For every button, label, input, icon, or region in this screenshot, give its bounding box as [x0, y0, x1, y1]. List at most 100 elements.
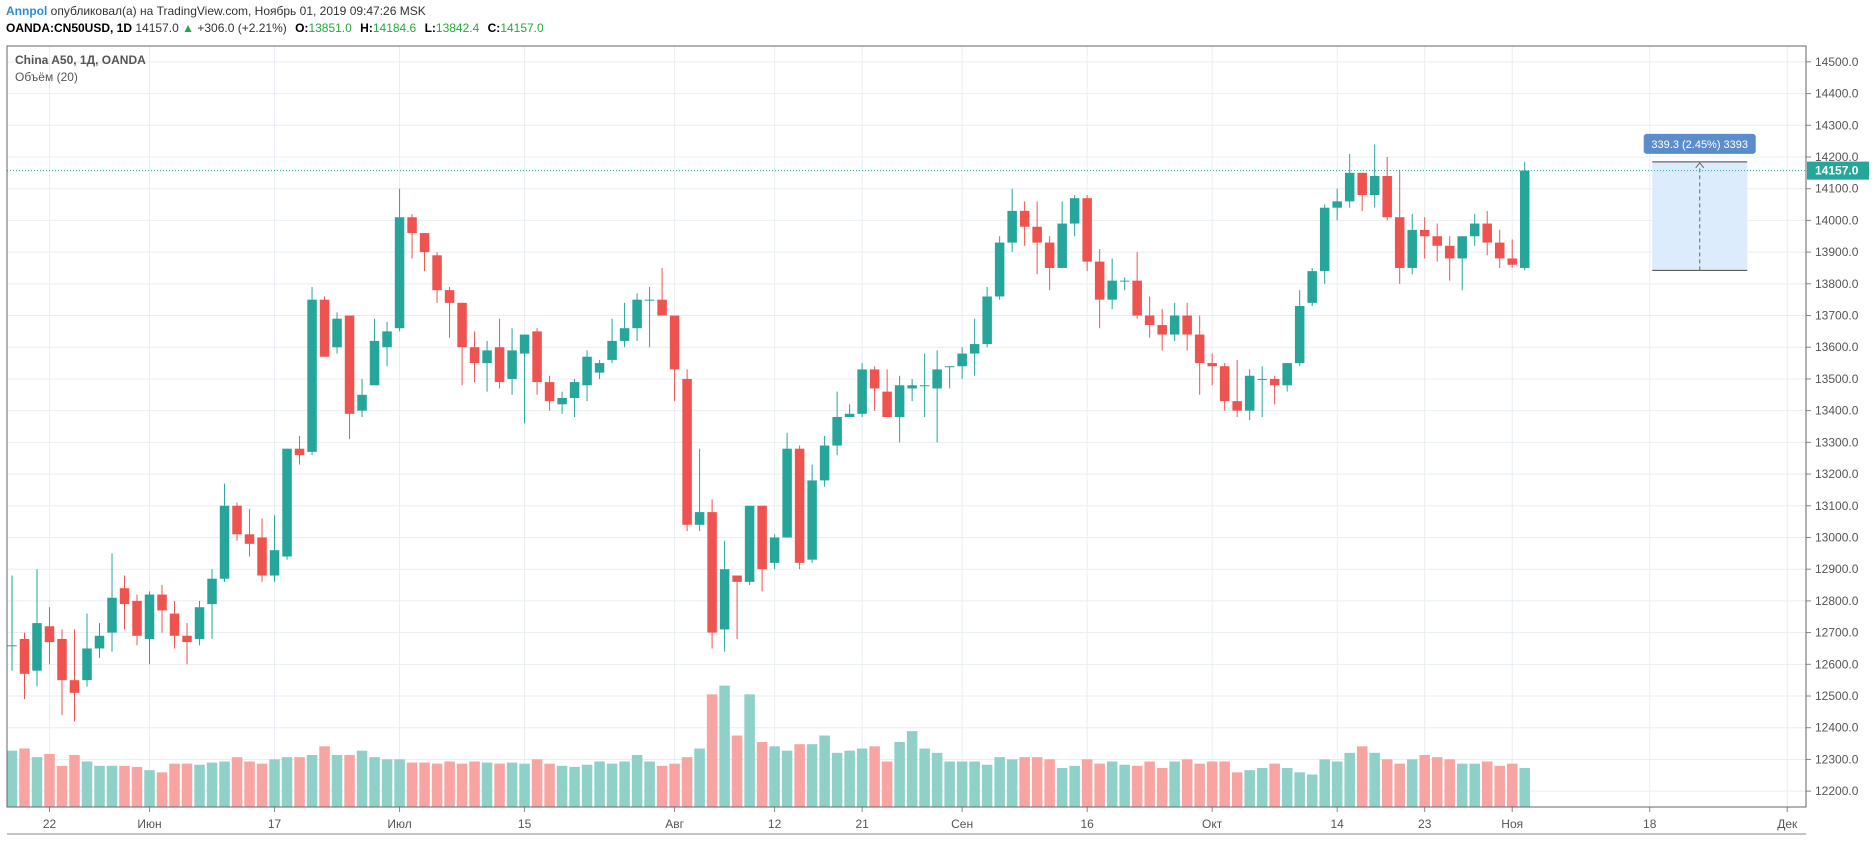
candle-body [94, 635, 105, 649]
volume-bar [869, 746, 880, 807]
volume-bar [1481, 761, 1493, 807]
candle-body [1457, 236, 1467, 259]
price-tick-label: 12500.0 [1815, 689, 1859, 703]
volume-bar [44, 753, 55, 807]
volume-bar [769, 746, 780, 807]
volume-bar [919, 748, 930, 807]
volume-bar [606, 763, 618, 807]
price-tick-label: 14500.0 [1815, 55, 1859, 69]
candle-body [782, 448, 792, 538]
volume-bar [581, 764, 593, 807]
volume-bar [669, 763, 680, 807]
candle-body [1244, 375, 1255, 411]
candle-body [944, 366, 955, 368]
price-tick-label: 13200.0 [1815, 467, 1859, 481]
candle-body [1419, 229, 1430, 237]
volume-bar [1444, 759, 1455, 807]
candle-body [532, 331, 542, 383]
candle-body [244, 534, 255, 544]
volume-bar [344, 755, 355, 807]
candle-body [107, 597, 117, 633]
candle-body [1157, 325, 1167, 335]
volume-bar [1094, 763, 1105, 807]
price-marker-label: 14157.0 [1815, 164, 1859, 178]
time-tick-label: Июл [387, 817, 411, 831]
time-tick-label: Авг [665, 817, 684, 831]
volume-bar [856, 748, 868, 807]
candle-body [219, 505, 230, 579]
candle-body [494, 347, 505, 383]
candle-body [319, 299, 330, 357]
candle-body [1319, 207, 1330, 272]
candle-body [419, 233, 430, 253]
candle-body [1444, 245, 1455, 259]
volume-bar [281, 757, 293, 807]
volume-bar [1006, 759, 1018, 807]
plot-border [6, 45, 1807, 808]
candle-body [1182, 315, 1192, 335]
author-name[interactable]: Annpol [6, 4, 48, 18]
candle-body [357, 394, 367, 411]
volume-bar [1456, 763, 1468, 807]
candle-body [69, 680, 80, 693]
candle-body [919, 385, 930, 387]
volume-bar [1406, 759, 1418, 807]
volume-bar [244, 761, 255, 807]
measure-arrow-head [1695, 162, 1705, 169]
candle-body [732, 575, 742, 582]
volume-bar [831, 752, 843, 807]
candle-body [607, 340, 617, 360]
volume-bar [19, 748, 30, 807]
price-tick-label: 12700.0 [1815, 626, 1859, 640]
time-tick-label: 21 [855, 817, 869, 831]
time-axis[interactable]: 22 Июн 17 Июл 15 Авг 12 21 Сен 16 Окт 14 23 Ноя 18 Дек [43, 807, 1798, 831]
volume-bars [6, 685, 1530, 807]
volume-bar [256, 763, 268, 807]
chart-header: Annpol опубликовал(а) на TradingView.com… [6, 0, 1866, 40]
candle-body [1294, 306, 1305, 364]
candle-body [332, 318, 342, 348]
candle-body [1494, 242, 1505, 259]
volume-bar [1269, 763, 1280, 807]
candle-body [369, 340, 380, 386]
volume-bar [206, 762, 218, 807]
candle-body [657, 299, 667, 316]
ohlc-info: OANDA:CN50USD, 1D 14157.0 ▲ +306.0 (+2.2… [6, 21, 544, 35]
legend-title: China A50, 1Д, OANDA [15, 53, 146, 67]
volume-bar [619, 761, 630, 807]
open-value: 13851.0 [308, 21, 352, 35]
candle-body [794, 448, 805, 563]
candle-body [232, 505, 242, 535]
candle-body [1344, 172, 1355, 202]
volume-bar [419, 762, 430, 807]
candle-body [957, 353, 967, 367]
price-range-measure[interactable]: 339.3 (2.45%) 3393 [1643, 133, 1756, 271]
candle-body [1007, 210, 1017, 243]
volume-bar [294, 757, 305, 807]
volume-bar [106, 765, 118, 807]
price-axis[interactable]: 12200.0 12300.0 12400.0 12500.0 12600.0 12700… [1806, 55, 1869, 798]
volume-bar [594, 761, 605, 807]
candle-body [194, 607, 205, 639]
candle-body [19, 638, 30, 674]
volume-bar [1356, 746, 1368, 807]
candle-body [57, 638, 67, 681]
volume-bar [819, 735, 830, 807]
volume-bar [1394, 763, 1405, 807]
candle-body [482, 350, 492, 364]
time-tick-label: Окт [1202, 817, 1223, 831]
high-label: H: [360, 21, 373, 35]
volume-bar [481, 762, 493, 807]
volume-bar [731, 735, 743, 807]
candle-body [1144, 315, 1155, 326]
candle-body [557, 397, 567, 405]
candle-body [1107, 280, 1117, 300]
volume-bar [169, 763, 180, 807]
candle-body [1132, 280, 1142, 316]
time-tick-label: 14 [1331, 817, 1345, 831]
candle-body [1369, 176, 1380, 196]
volume-bar [681, 757, 693, 807]
price-change: +306.0 (+2.21%) [197, 21, 287, 35]
candle-body [1069, 198, 1080, 224]
